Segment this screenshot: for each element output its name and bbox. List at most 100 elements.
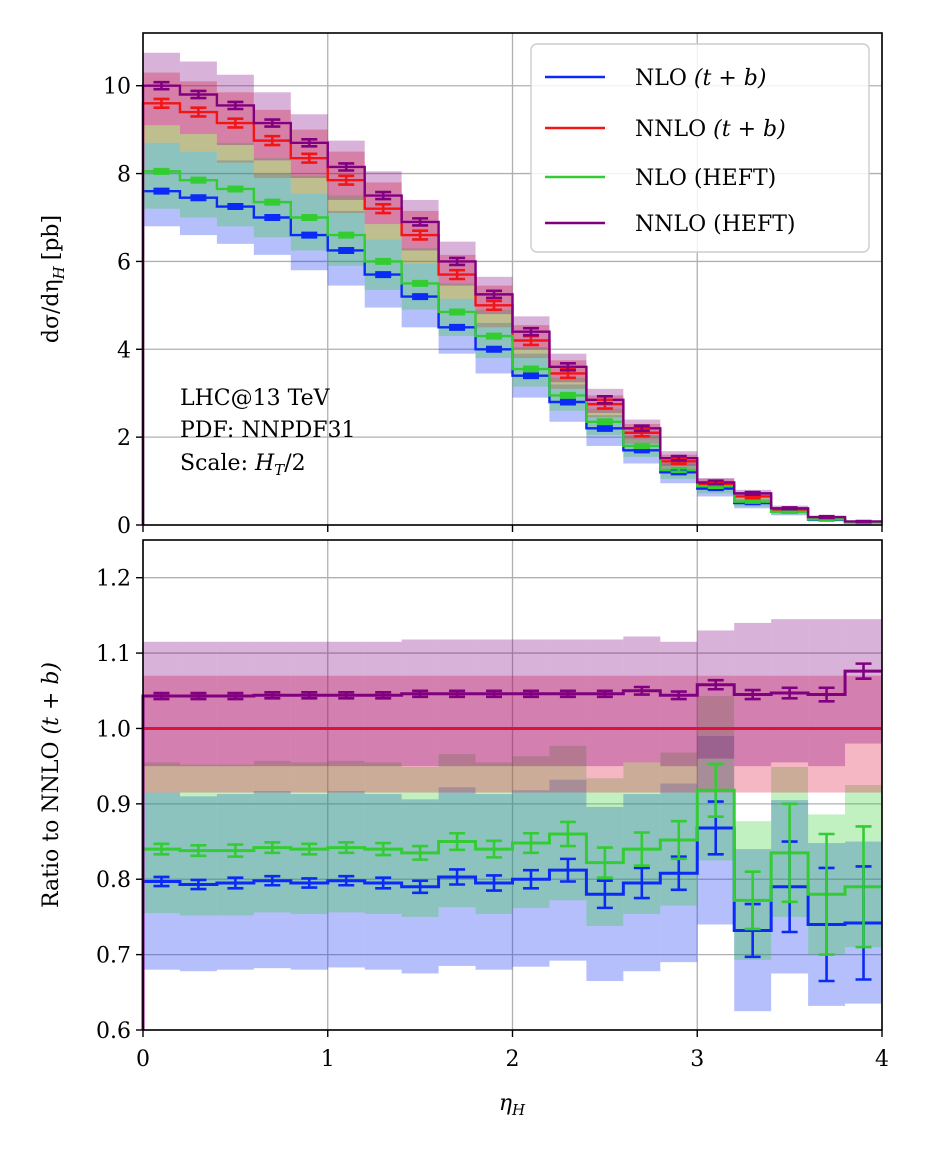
bot-errbar-s0-b12 <box>596 879 613 910</box>
top-band-s2-b3 <box>253 158 291 238</box>
bot-errbar-s1-b19 <box>855 825 872 949</box>
bot-errbar-s1-b1 <box>190 844 207 858</box>
top-ytick-label-4: 8 <box>117 163 131 188</box>
top-ytick-label-3: 6 <box>117 250 131 275</box>
top-errbar-s1-b2 <box>227 117 244 129</box>
top-errbar-s2-b7 <box>412 279 429 287</box>
bot-band-s3-b0 <box>143 641 180 767</box>
top-errbar-s1-b7 <box>412 229 429 241</box>
bot-errbar-s3-b11 <box>559 689 576 699</box>
top-errbar-s1-b4 <box>301 152 318 164</box>
top-errbar-s2-b1 <box>190 176 207 184</box>
top-band-s2-b1 <box>179 134 217 218</box>
top-errbar-s3-b15 <box>707 479 724 486</box>
annotation-line-3: Scale: HT/2 <box>180 451 306 479</box>
bot-errbar-s1-b7 <box>412 844 429 861</box>
annotation-scale-sub: T <box>274 461 285 479</box>
top-y-axis-label-unit: [pb] <box>39 215 64 260</box>
bot-xtick-label-4: 4 <box>875 1047 889 1072</box>
bot-errbar-s0-b9 <box>486 874 503 892</box>
bot-errbar-s3-b4 <box>301 690 318 700</box>
bot-errbar-s3-b12 <box>596 689 613 699</box>
bot-errbar-s0-b3 <box>264 874 281 887</box>
top-errbar-s0-b2 <box>227 203 244 211</box>
top-errbar-s2-b2 <box>227 185 244 193</box>
bot-band-s1-b5 <box>327 760 365 913</box>
top-ytick-label-2: 4 <box>117 338 131 363</box>
bot-errbar-s1-b12 <box>596 846 613 880</box>
bot-errbar-s0-b6 <box>375 876 392 890</box>
top-errbar-s3-b6 <box>375 190 392 201</box>
x-axis-label-sub: H <box>511 1101 526 1119</box>
top-errbar-s2-b11 <box>559 391 576 399</box>
bot-errbar-s3-b6 <box>375 690 392 700</box>
legend-label-nlo-heft: NLO (HEFT) <box>635 166 776 191</box>
annotation-line-1: LHC@13 TeV <box>180 386 331 411</box>
annotation-line-2: PDF: NNPDF31 <box>180 418 356 443</box>
bot-errbar-s3-b7 <box>412 689 429 699</box>
legend-label-nnlo-heft: NNLO (HEFT) <box>635 212 796 237</box>
bot-errbar-s1-b3 <box>264 840 281 855</box>
x-axis-label: ηH <box>499 1091 526 1119</box>
top-errbar-s2-b8 <box>449 308 466 316</box>
top-band-s2-b7 <box>401 248 439 310</box>
top-errbar-s3-b0 <box>153 80 170 91</box>
top-ytick-label-0: 0 <box>117 514 131 539</box>
top-y-axis-label-sub: H <box>50 265 68 280</box>
bot-ytick-label-4: 1.0 <box>96 717 131 742</box>
bottom-y-axis-label-tail: (t + b) <box>39 662 64 735</box>
bot-errbar-s3-b3 <box>264 690 281 700</box>
bot-errbar-s0-b8 <box>449 868 466 886</box>
bot-band-s1-b0 <box>143 762 180 914</box>
top-errbar-s1-b1 <box>190 106 207 118</box>
top-errors <box>153 80 872 525</box>
top-errbar-s0-b12 <box>596 424 613 432</box>
bot-errbar-s3-b8 <box>449 689 466 699</box>
bot-errbar-s1-b8 <box>449 831 466 852</box>
top-errbar-s3-b12 <box>596 394 613 405</box>
top-errbar-s3-b4 <box>301 138 318 148</box>
top-ytick-label-5: 10 <box>103 75 131 100</box>
top-errbar-s2-b3 <box>264 198 281 206</box>
top-errbar-s3-b16 <box>744 490 761 496</box>
top-errbar-s0-b0 <box>153 187 170 195</box>
top-errbar-s3-b3 <box>264 118 281 128</box>
bot-errbar-s3-b0 <box>153 691 170 701</box>
bottom-y-axis-label-main: Ratio to NNLO <box>39 741 64 908</box>
top-errbar-s2-b12 <box>596 418 613 426</box>
top-errbar-s1-b9 <box>486 299 503 312</box>
bot-errbar-s1-b13 <box>633 831 650 867</box>
bot-band-s3-b8 <box>438 639 476 767</box>
bot-band-s1-b2 <box>216 764 254 916</box>
bot-line-s2 <box>141 726 882 1030</box>
annotation-scale-var: H <box>254 451 275 476</box>
bot-band-s1-b3 <box>253 760 291 913</box>
annotation-scale-label: Scale: <box>180 451 255 476</box>
top-line-s3 <box>141 84 882 525</box>
bot-band-s3-b12 <box>586 639 624 767</box>
bot-band-s3-b3 <box>253 641 291 767</box>
bot-errbar-s0-b2 <box>227 876 244 890</box>
top-errbar-s0-b8 <box>449 323 466 331</box>
bot-errbar-s3-b16 <box>744 688 761 701</box>
top-errbar-s2-b10 <box>522 365 539 373</box>
bot-ytick-label-5: 1.1 <box>96 642 131 667</box>
top-y-axis-label: dσ/dηH [pb] <box>39 215 68 343</box>
bottom-x-axis: 0 1 2 3 4 <box>136 1030 889 1072</box>
top-errbar-s2-b17 <box>781 509 798 515</box>
annotation-scale-tail: /2 <box>284 451 305 476</box>
bot-errbar-s0-b7 <box>412 879 429 895</box>
top-errbar-s2-b16 <box>744 499 761 504</box>
top-x-ticks <box>142 525 883 532</box>
top-errbar-s0-b5 <box>338 246 355 254</box>
bottom-panel: 0.6 0.7 0.8 0.9 1.0 1.1 1.2 0 1 2 3 4 Ratio to NNL… <box>39 539 889 1119</box>
top-errbar-s3-b11 <box>559 362 576 372</box>
top-errbar-s1-b6 <box>375 203 392 215</box>
top-band-s2-b5 <box>327 195 365 266</box>
bot-xtick-label-2: 2 <box>506 1047 520 1072</box>
top-errbar-s2-b6 <box>375 257 392 265</box>
bot-band-s3-b7 <box>401 639 439 767</box>
top-errbar-s3-b2 <box>227 100 244 111</box>
